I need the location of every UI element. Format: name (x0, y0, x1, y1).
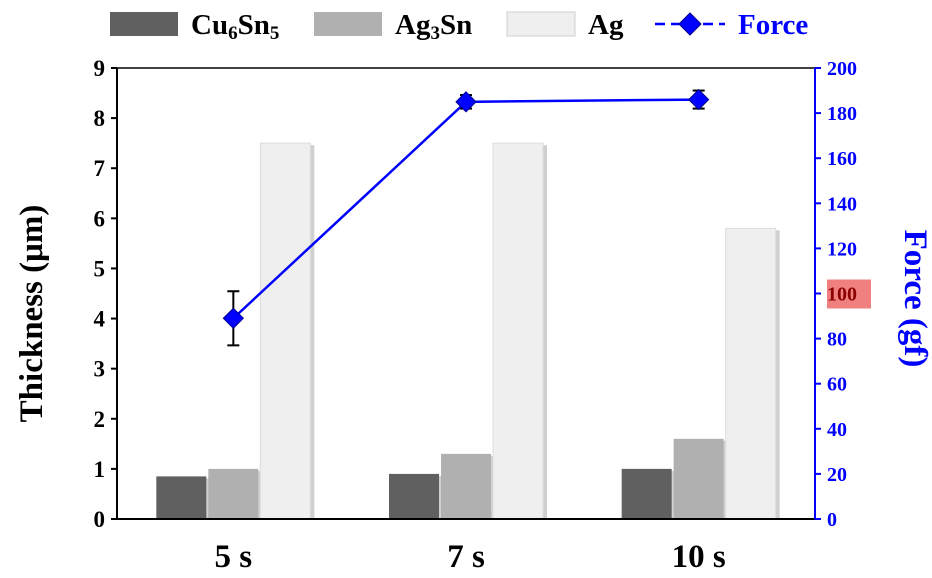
force-point-1 (455, 91, 477, 113)
y-tick-label: 6 (94, 206, 106, 231)
legend-label-ag3sn: Ag3Sn (395, 9, 472, 44)
force-point-0 (222, 307, 245, 330)
y-tick-label: 7 (94, 156, 106, 181)
x-tick-label: 10 s (672, 539, 726, 575)
y2-tick-label: 40 (827, 419, 847, 441)
y-tick-label: 4 (94, 307, 106, 332)
legend-swatch-force-marker (678, 12, 702, 36)
legend-swatch-cu6sn5 (110, 12, 178, 36)
axes: 0 1 2 3 4 5 6 7 8 9 0 20 40 60 80 100 120 140 160 180 200 5 s… (14, 56, 932, 575)
y2-tick-label: 100 (827, 284, 857, 306)
y2-tick-label: 0 (827, 509, 837, 531)
bar-1-2 (673, 438, 724, 519)
y2-tick-label: 80 (827, 329, 847, 351)
x-tick-label: 7 s (447, 539, 485, 575)
y2-tick-label: 120 (827, 238, 857, 260)
legend-swatch-ag (506, 11, 576, 37)
y2-tick-label: 200 (827, 58, 857, 80)
bar-0-2 (621, 468, 672, 519)
y2-tick-label: 140 (827, 193, 857, 215)
legend-label-ag: Ag (588, 9, 624, 41)
bar-0-1 (389, 473, 439, 519)
y2-tick-label: 180 (827, 103, 857, 125)
y-axis-title: Thickness (μm) (14, 205, 50, 423)
bar-layer (156, 142, 780, 520)
y-tick-label: 9 (94, 56, 106, 81)
y2-axis-title: Force (gf) (897, 230, 932, 368)
y2-tick-highlight (827, 279, 871, 309)
y2-tick-label: 20 (827, 464, 847, 486)
legend-swatch-ag3sn (314, 12, 382, 36)
y2-tick-label: 60 (827, 374, 847, 396)
legend-label-cu6sn5: Cu6Sn5 (191, 9, 279, 44)
force-point-2 (687, 88, 710, 111)
bar-1-0 (208, 468, 259, 519)
y-tick-label: 8 (94, 106, 106, 131)
legend-label-force: Force (738, 9, 808, 41)
force-line-layer (222, 88, 710, 347)
bar-2-1 (492, 142, 544, 520)
legend: Cu6Sn5 Ag3Sn Ag Force (110, 9, 808, 44)
bar-2-0 (259, 142, 311, 520)
x-tick-label: 5 s (215, 539, 253, 575)
y-tick-label: 2 (94, 407, 106, 432)
y-tick-label: 1 (94, 457, 106, 482)
bar-0-0 (156, 476, 207, 519)
y2-tick-label: 160 (827, 148, 857, 170)
y-tick-label: 0 (94, 507, 106, 532)
y-tick-label: 5 (94, 256, 106, 281)
bar-2-2 (725, 227, 777, 520)
y-tick-label: 3 (94, 357, 106, 382)
bar-1-1 (441, 453, 491, 519)
